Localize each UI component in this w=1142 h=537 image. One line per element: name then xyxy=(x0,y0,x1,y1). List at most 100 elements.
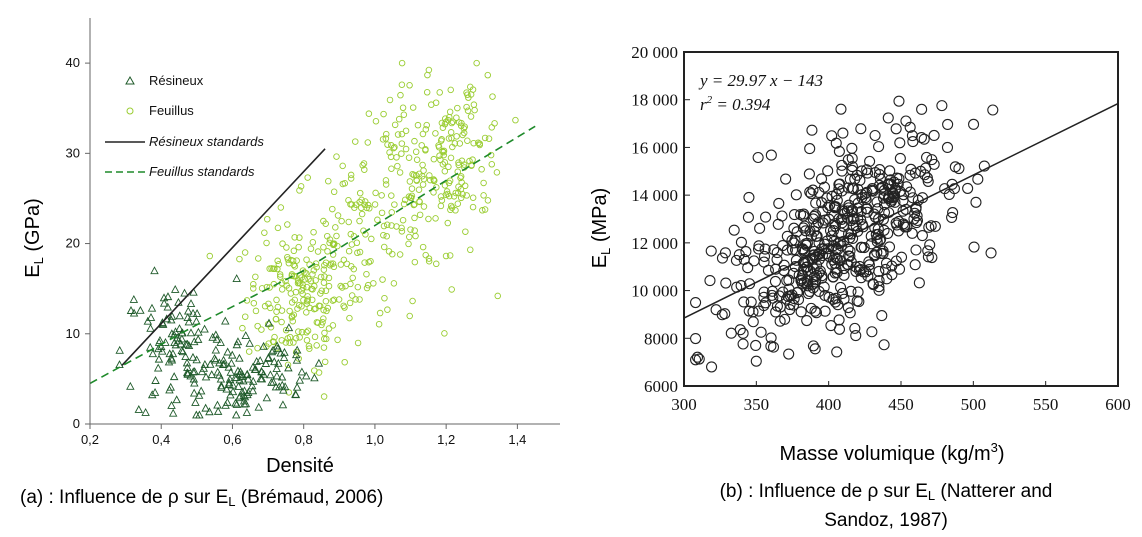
chart-a-point-feuillus xyxy=(411,137,418,145)
chart-a-point-feuillus xyxy=(255,255,262,262)
chart-a-point-feuillus xyxy=(423,121,430,129)
chart-a-point-feuillus xyxy=(295,328,302,335)
chart-a-point-feuillus xyxy=(378,192,385,199)
chart-a-point-feuillus xyxy=(318,287,325,295)
chart-a-point-feuillus xyxy=(320,393,328,400)
chart-b-point xyxy=(781,244,793,256)
chart-a-point-feuillus xyxy=(282,326,290,334)
chart-a-point-feuillus xyxy=(447,206,454,214)
chart-a-point-resineux xyxy=(193,334,203,343)
chart-b-point xyxy=(873,275,885,287)
chart-a-point-feuillus xyxy=(263,239,270,247)
chart-a-point-feuillus xyxy=(394,131,402,138)
chart-a-ylabel: EL (GPa) xyxy=(22,198,46,277)
chart-a-point-resineux xyxy=(153,363,163,372)
chart-b-point xyxy=(946,211,958,224)
chart-a-point-feuillus xyxy=(326,236,334,243)
chart-b-point xyxy=(894,152,906,164)
chart-b-point xyxy=(786,234,798,246)
chart-a-point-feuillus xyxy=(290,339,297,346)
chart-a-point-feuillus xyxy=(321,358,329,366)
chart-a-point-feuillus xyxy=(448,119,456,127)
chart-a-point-feuillus xyxy=(347,230,355,238)
chart-a-point-feuillus xyxy=(274,303,282,311)
chart-a-point-resineux xyxy=(167,400,176,409)
chart-a-point-resineux xyxy=(134,405,144,413)
chart-a-point-resineux xyxy=(236,367,245,376)
chart-a-point-feuillus xyxy=(398,150,405,157)
chart-a-point-feuillus xyxy=(462,228,469,235)
chart-a-point-resineux xyxy=(189,388,199,397)
chart-b-point xyxy=(836,165,848,177)
chart-a-point-feuillus xyxy=(320,315,327,322)
chart-b-point xyxy=(833,314,845,326)
chart-a-point-resineux xyxy=(256,374,266,383)
chart-a-point-resineux xyxy=(224,380,234,388)
chart-a-point-resineux xyxy=(297,367,307,376)
chart-b-point xyxy=(789,261,801,273)
chart-b-point xyxy=(752,243,765,255)
chart-b-point xyxy=(884,165,896,177)
chart-a-point-feuillus xyxy=(456,140,464,147)
chart-a-point-feuillus xyxy=(276,271,284,278)
chart-a-point-feuillus xyxy=(444,116,452,124)
chart-a-point-feuillus xyxy=(289,257,297,265)
chart-a-point-feuillus xyxy=(382,181,390,188)
chart-a-point-feuillus xyxy=(283,244,290,251)
chart-b-point xyxy=(740,246,752,258)
chart-a-point-resineux xyxy=(189,337,199,346)
chart-b-point xyxy=(913,277,925,289)
chart-a-point-resineux xyxy=(219,355,228,364)
chart-a-point-feuillus xyxy=(241,249,249,256)
chart-a-point-feuillus xyxy=(399,216,407,224)
chart-a-point-resineux xyxy=(191,397,200,406)
chart-a-point-feuillus xyxy=(408,192,416,200)
chart-b-point xyxy=(874,234,886,246)
chart-b-point xyxy=(774,315,786,327)
chart-a-point-resineux xyxy=(231,410,241,419)
chart-b-point xyxy=(869,129,881,142)
chart-a-point-resineux xyxy=(200,359,210,368)
chart-a-point-feuillus xyxy=(379,136,387,143)
chart-a-point-feuillus xyxy=(371,201,379,208)
chart-a-point-feuillus xyxy=(339,162,346,170)
chart-b-point xyxy=(758,256,770,268)
chart-b-point xyxy=(909,167,921,179)
chart-a-point-feuillus xyxy=(309,286,316,293)
chart-a-point-feuillus xyxy=(480,192,487,199)
chart-a-point-feuillus xyxy=(425,66,433,74)
chart-b-point xyxy=(885,174,897,186)
chart-a-point-feuillus xyxy=(206,252,214,260)
chart-b-point xyxy=(734,324,746,336)
chart-a-point-feuillus xyxy=(325,177,332,185)
chart-b-point xyxy=(754,222,766,234)
chart-b-point xyxy=(738,296,750,308)
chart-b-point xyxy=(803,168,815,180)
chart-b-ylabel: EL (MPa) xyxy=(589,188,613,269)
chart-a-point-resineux xyxy=(247,381,257,390)
chart-a-point-feuillus xyxy=(432,215,439,222)
chart-b-point xyxy=(873,168,885,180)
chart-a-point-feuillus xyxy=(470,101,478,108)
chart-a-point-resineux xyxy=(243,374,253,383)
chart-b-xtick-label: 350 xyxy=(744,395,770,414)
chart-a-point-feuillus xyxy=(326,239,333,247)
chart-b-ytick-label: 20 000 xyxy=(631,43,678,62)
chart-a-point-resineux xyxy=(234,381,243,390)
chart-b-point xyxy=(710,304,722,316)
chart-b-point xyxy=(742,262,754,274)
chart-b-point xyxy=(720,277,732,289)
chart-a-point-feuillus xyxy=(410,201,418,209)
chart-b-point xyxy=(797,222,809,234)
chart-a-xtick-label: 0,2 xyxy=(81,432,99,447)
chart-b-ytick-label: 14 000 xyxy=(631,186,678,205)
chart-a-ytick-label: 10 xyxy=(66,326,80,341)
chart-a-point-resineux xyxy=(235,393,244,402)
chart-a-point-feuillus xyxy=(396,251,404,258)
chart-a-point-resineux xyxy=(217,382,226,391)
chart-b-point xyxy=(804,143,816,155)
chart-a-point-feuillus xyxy=(241,313,249,320)
chart-a-point-feuillus xyxy=(307,245,315,252)
chart-a-point-feuillus xyxy=(464,137,471,145)
chart-a-point-feuillus xyxy=(332,224,339,231)
